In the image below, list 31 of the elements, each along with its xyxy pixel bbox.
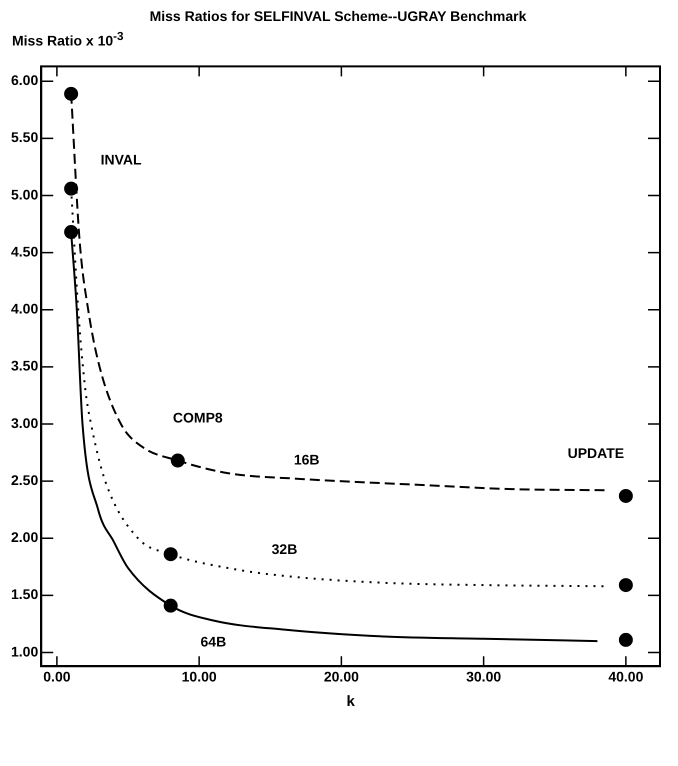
point [618,632,633,647]
y-tick-label: 1.50 [11,586,38,602]
annotation: COMP8 [172,409,223,426]
y-tick-label: 4.50 [11,243,38,260]
point [170,453,185,468]
point [618,578,633,592]
point [618,488,633,503]
x-tick-label: 30.00 [466,668,502,684]
point [64,86,78,100]
chart-title: Miss Ratios for SELFINVAL Scheme--UGRAY Benchmark [148,8,528,24]
point [164,546,178,561]
series-label: 16B [294,451,320,468]
y-axis-title: Miss Ratio x 10$^{-3}$ [12,30,125,49]
x-tick-label: 40.00 [608,668,644,684]
x-tick-label: 20.00 [324,668,360,684]
series-label: 32B [272,540,298,556]
y-tick-label: 5.50 [11,128,38,145]
y-tick-label: 3.50 [11,357,38,374]
annotation: UPDATE [568,444,624,460]
y-tick-label: 6.00 [11,72,38,88]
y-tick-label: 1.00 [11,643,38,660]
series-label: 64B [200,633,226,650]
y-tick-label: 2.00 [11,528,38,545]
x-tick-label: 10.00 [182,668,217,684]
x-axis-title: k [346,692,356,710]
y-tick-label: 2.50 [11,472,38,488]
x-tick-label: 0.00 [43,668,71,684]
y-tick-label: 4.00 [11,300,38,316]
annotation: INVAL [100,151,142,168]
y-tick-label: 3.00 [11,414,38,431]
y-tick-label: 5.00 [11,186,38,202]
